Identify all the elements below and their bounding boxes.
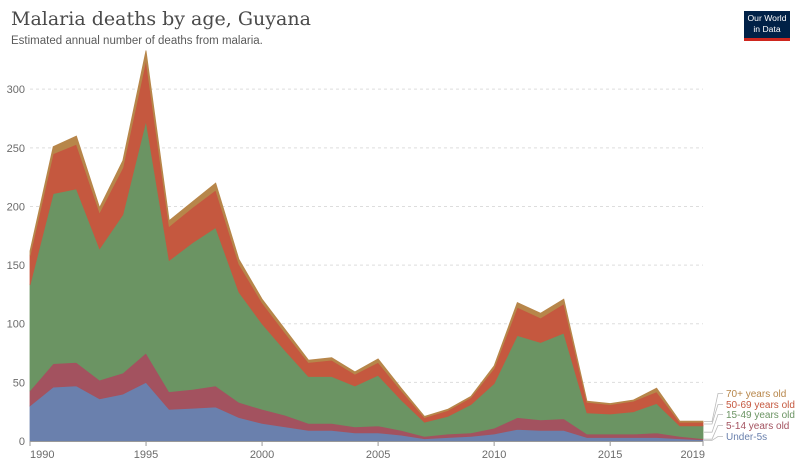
- legend-connector: [704, 414, 723, 433]
- logo-line1: Our World: [747, 13, 787, 23]
- x-tick-label: 2000: [250, 449, 274, 461]
- legend-connector: [704, 425, 723, 440]
- chart-title: Malaria deaths by age, Guyana: [11, 8, 311, 30]
- x-tick-label: 2019: [681, 449, 705, 461]
- x-tick-label: 1995: [134, 449, 158, 461]
- legend-label-age5_14[interactable]: 5-14 years old: [726, 421, 789, 432]
- y-tick-label: 300: [7, 84, 25, 96]
- y-tick-label: 200: [7, 201, 25, 213]
- y-tick-label: 150: [7, 260, 25, 272]
- x-tick-label: 2005: [366, 449, 390, 461]
- legend-connector: [704, 404, 723, 425]
- axes: 0 50 100 150 200 250 300 1990 1995 2000 2005 2010 20…: [7, 84, 705, 461]
- x-tick-label: 2010: [482, 449, 506, 461]
- legend-label-age15_49[interactable]: 15-49 years old: [726, 410, 795, 421]
- legend-label-under5[interactable]: Under-5s: [726, 432, 767, 443]
- x-tick-label: 1990: [30, 449, 54, 461]
- legend-connector: [704, 436, 723, 441]
- legend-label-age50_69[interactable]: 50-69 years old: [726, 400, 795, 411]
- chart-subtitle: Estimated annual number of deaths from m…: [11, 35, 263, 47]
- legend-connector: [704, 393, 723, 422]
- y-tick-label: 250: [7, 143, 25, 155]
- legend-label-age70[interactable]: 70+ years old: [726, 389, 786, 400]
- y-tick-label: 50: [13, 377, 25, 389]
- owid-logo[interactable]: Our World in Data: [744, 11, 790, 41]
- y-tick-label: 100: [7, 319, 25, 331]
- grid-lines: [30, 88, 703, 383]
- logo-line2: in Data: [753, 24, 781, 34]
- area-age70[interactable]: [29, 50, 704, 423]
- y-tick-label: 0: [19, 436, 25, 448]
- x-tick-label: 2015: [598, 449, 622, 461]
